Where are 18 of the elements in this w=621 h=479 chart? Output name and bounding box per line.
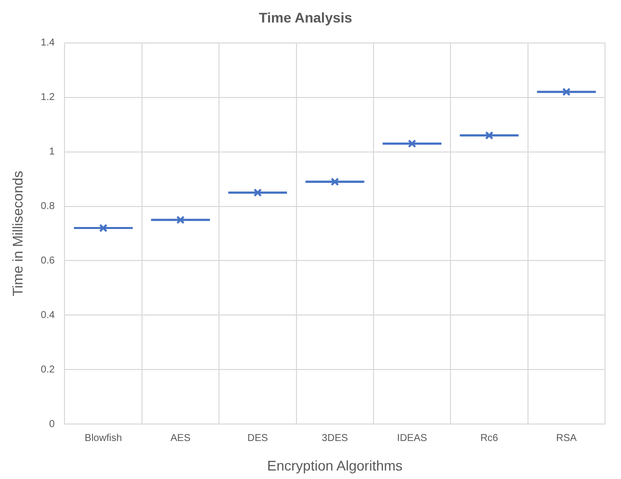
- y-axis-title: Time in Milliseconds: [9, 170, 26, 296]
- y-tick-label: 0.2: [40, 364, 56, 376]
- x-tick-label: IDEAS: [397, 432, 428, 444]
- y-tick-label: 1.2: [40, 92, 56, 104]
- chart-title: Time Analysis: [258, 9, 352, 26]
- x-tick-label: RSA: [556, 432, 578, 444]
- x-tick-label: AES: [170, 432, 191, 444]
- x-tick-label: Blowfish: [84, 432, 122, 444]
- y-tick-label: 0: [49, 418, 56, 430]
- x-tick-label: DES: [247, 432, 268, 444]
- x-axis-title: Encryption Algorithms: [267, 457, 403, 474]
- y-tick-label: 1.4: [40, 38, 56, 49]
- y-tick-label: 0.6: [40, 255, 56, 266]
- x-tick-label: Rc6: [480, 432, 499, 444]
- y-tick-label: 0.4: [40, 310, 56, 321]
- y-tick-label: 0.8: [40, 201, 56, 212]
- y-tick-label: 1: [49, 146, 56, 158]
- x-tick-label: 3DES: [322, 432, 348, 444]
